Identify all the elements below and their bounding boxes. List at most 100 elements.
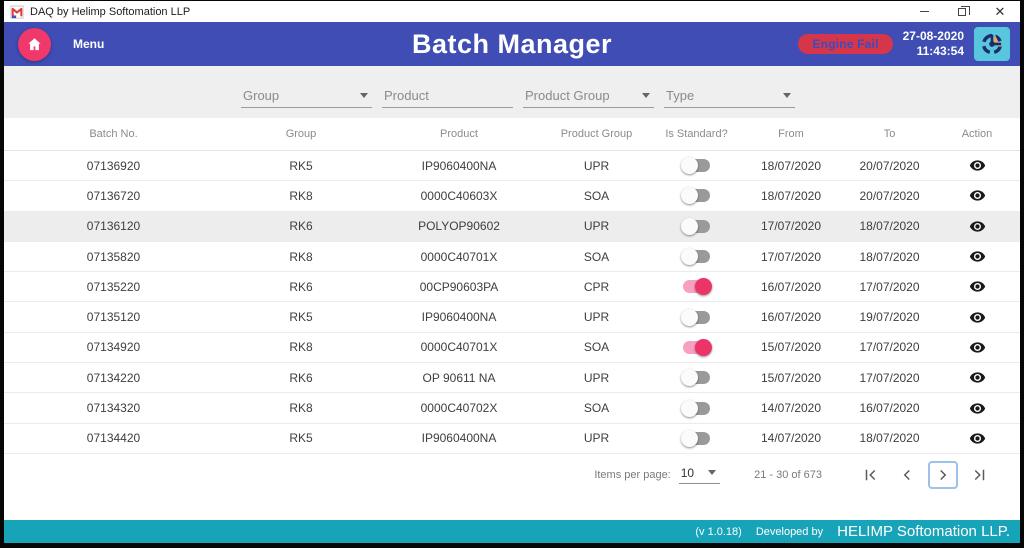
date-label: 27-08-2020 (902, 29, 964, 43)
eye-icon (969, 402, 985, 414)
cell-batch-no: 07134220 (86, 370, 141, 385)
cell-from: 17/07/2020 (760, 249, 822, 264)
cell-is-standard (654, 157, 739, 175)
home-button[interactable] (18, 27, 51, 61)
prev-page-button[interactable] (892, 461, 922, 489)
cell-action (936, 309, 1018, 326)
view-batch-button[interactable] (969, 218, 986, 235)
cell-group: RK6 (289, 279, 313, 294)
is-standard-toggle[interactable] (681, 429, 710, 447)
cell-batch-no: 07135220 (86, 279, 141, 294)
view-batch-button[interactable] (969, 157, 986, 174)
menu-button[interactable]: Menu (73, 37, 105, 51)
chevron-down-icon (360, 93, 368, 98)
filter-type-label: Type (666, 88, 695, 103)
filter-product-input[interactable]: Product (382, 86, 513, 108)
cell-batch-no: 07135820 (86, 249, 141, 264)
toggle-thumb (695, 338, 712, 356)
cell-to: 19/07/2020 (859, 310, 920, 325)
restore-button[interactable] (956, 5, 970, 18)
cell-to: 17/07/2020 (859, 340, 920, 355)
col-header-product: Product (440, 128, 478, 140)
cell-from: 16/07/2020 (760, 310, 822, 325)
next-page-button[interactable] (928, 460, 958, 489)
eye-icon (969, 190, 985, 202)
is-standard-toggle[interactable] (683, 338, 712, 356)
col-header-action: Action (961, 128, 993, 140)
filter-group-select[interactable]: Group (241, 86, 372, 108)
is-standard-toggle[interactable] (681, 157, 710, 175)
cell-product: IP9060400NA (421, 431, 497, 446)
last-page-button[interactable] (964, 461, 994, 489)
view-batch-button[interactable] (969, 369, 986, 386)
table-row[interactable]: 07136720 RK8 0000C40603X SOA 18/07/2020 … (4, 181, 1020, 212)
cell-to: 20/07/2020 (859, 188, 920, 203)
cell-batch-no: 07134920 (86, 340, 141, 355)
col-header-group: Group (285, 128, 317, 140)
table-row[interactable]: 07135820 RK8 0000C40701X SOA 17/07/2020 … (4, 241, 1020, 273)
datetime-display: 27-08-2020 11:43:54 (903, 29, 964, 59)
eye-icon (969, 221, 985, 232)
version-label: (v 1.0.18) (695, 525, 742, 538)
view-batch-button[interactable] (969, 400, 986, 417)
last-page-icon (974, 469, 985, 481)
col-header-batch-no: Batch No. (89, 128, 138, 140)
page-range-label: 21 - 30 of 673 (754, 468, 822, 481)
cell-product-group: CPR (583, 279, 610, 294)
col-header-is-standard: Is Standard? (665, 128, 728, 140)
cell-to: 20/07/2020 (859, 158, 920, 173)
items-per-page-select[interactable]: 10 (678, 466, 721, 484)
is-standard-toggle[interactable] (681, 217, 710, 235)
is-standard-toggle[interactable] (681, 399, 710, 417)
table-row[interactable]: 07136120 RK6 POLYOP90602 UPR 17/07/2020 … (4, 211, 1020, 242)
cell-is-standard (654, 399, 739, 417)
is-standard-toggle[interactable] (681, 308, 710, 326)
cell-action (936, 157, 1018, 174)
cell-action (936, 278, 1018, 295)
cell-group: RK8 (289, 249, 313, 264)
window-title: DAQ by Helimp Softomation LLP (30, 5, 191, 18)
toggle-thumb (681, 217, 698, 235)
cell-group: RK5 (289, 310, 313, 325)
table-row[interactable]: 07136920 RK5 IP9060400NA UPR 18/07/2020 … (4, 151, 1020, 182)
minimize-button[interactable] (918, 6, 930, 18)
is-standard-toggle[interactable] (683, 278, 712, 296)
cell-group: RK5 (289, 158, 313, 173)
cell-product: 0000C40701X (420, 249, 498, 264)
header-right-cluster: Engine Fail 27-08-2020 11:43:54 (798, 27, 1010, 61)
cell-product-group: SOA (583, 188, 610, 203)
table-row[interactable]: 07134420 RK5 IP9060400NA UPR 14/07/2020 … (4, 423, 1020, 454)
first-page-button[interactable] (856, 461, 886, 489)
close-button[interactable]: ✕ (994, 5, 1006, 18)
filter-product-group-select[interactable]: Product Group (523, 86, 654, 108)
view-batch-button[interactable] (969, 248, 986, 265)
table-row[interactable]: 07134320 RK8 0000C40702X SOA 14/07/2020 … (4, 393, 1020, 424)
is-standard-toggle[interactable] (681, 187, 710, 205)
cell-product-group: UPR (583, 310, 610, 325)
filter-type-select[interactable]: Type (664, 86, 795, 108)
view-batch-button[interactable] (969, 430, 986, 447)
settings-gear-icon[interactable] (974, 27, 1010, 61)
chevron-left-icon (903, 469, 910, 480)
view-batch-button[interactable] (969, 339, 986, 356)
table-row[interactable]: 07135220 RK6 00CP90603PA CPR 16/07/2020 … (4, 272, 1020, 303)
cell-action (936, 187, 1018, 204)
eye-icon (969, 372, 985, 383)
view-batch-button[interactable] (969, 278, 986, 295)
cell-from: 17/07/2020 (760, 219, 822, 234)
view-batch-button[interactable] (969, 309, 986, 326)
view-batch-button[interactable] (969, 187, 986, 204)
cell-product-group: SOA (583, 249, 610, 264)
table-row[interactable]: 07135120 RK5 IP9060400NA UPR 16/07/2020 … (4, 302, 1020, 333)
cell-action (936, 339, 1018, 356)
table-row[interactable]: 07134920 RK8 0000C40701X SOA 15/07/2020 … (4, 332, 1020, 364)
cell-batch-no: 07135120 (86, 310, 141, 325)
toggle-thumb (681, 187, 698, 205)
is-standard-toggle[interactable] (681, 369, 710, 387)
table-row[interactable]: 07134220 RK6 OP 90611 NA UPR 15/07/2020 … (4, 363, 1020, 394)
toggle-thumb (681, 157, 698, 175)
pagination-bar: Items per page: 10 21 - 30 of 673 (4, 454, 1020, 496)
is-standard-toggle[interactable] (681, 248, 710, 266)
app-header: Menu Batch Manager Engine Fail 27-08-202… (4, 22, 1020, 66)
